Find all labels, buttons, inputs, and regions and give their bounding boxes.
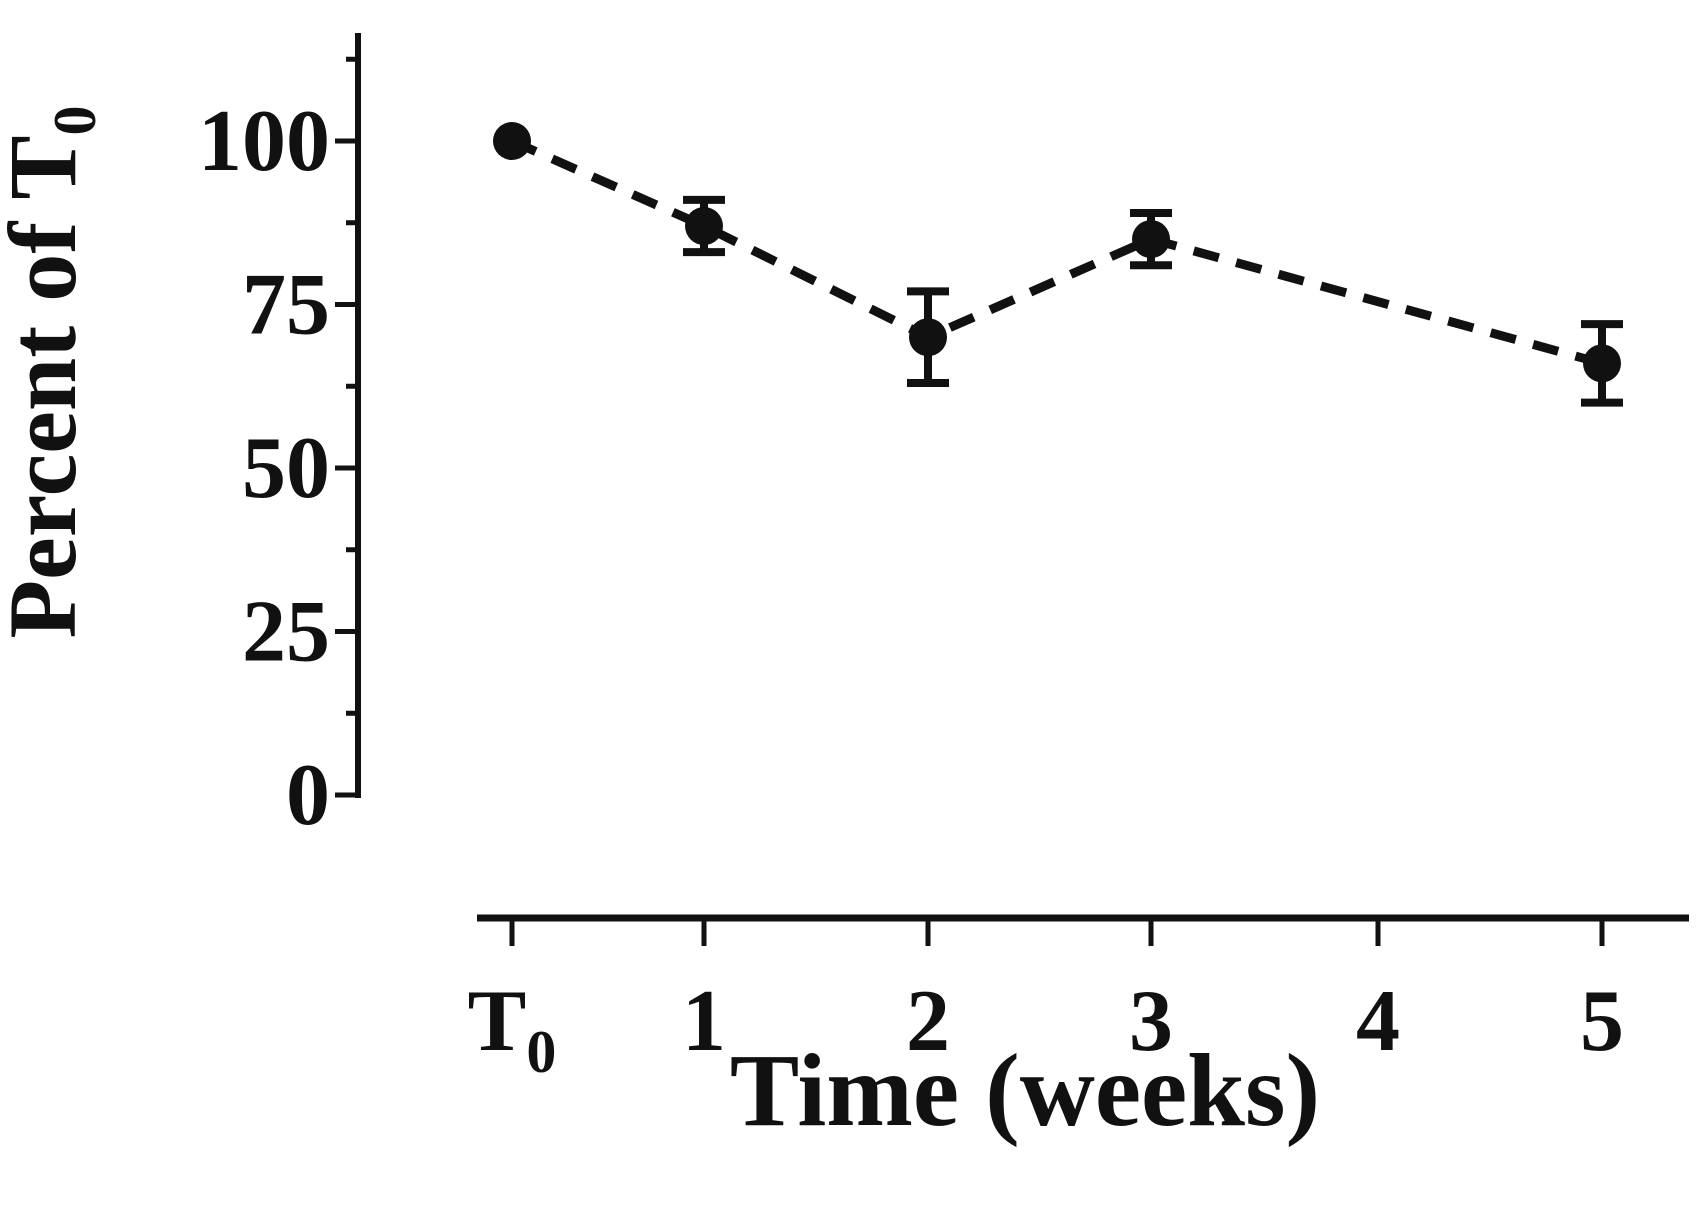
x-tick-label: 2 — [906, 973, 950, 1070]
axes-layer: 0 25 50 75 100 T0 1 2 3 4 5 — [198, 33, 1689, 1085]
y-axis-title: Percent of T0 — [0, 106, 108, 639]
y-tick-label: 50 — [242, 420, 330, 517]
data-point-marker — [1583, 344, 1621, 383]
data-point-marker — [1132, 220, 1170, 259]
data-point-marker — [685, 207, 723, 246]
y-tick-label: 100 — [198, 93, 330, 190]
y-tick-label: 25 — [242, 584, 330, 681]
data-point-marker — [493, 122, 531, 160]
series-dashed-line — [510, 136, 1604, 368]
x-tick-label: 4 — [1356, 973, 1400, 1070]
x-tick-label: 5 — [1580, 973, 1624, 1070]
x-tick-label: 1 — [682, 973, 726, 1070]
y-tick-label: 75 — [242, 257, 330, 354]
y-tick-label: 0 — [286, 747, 330, 844]
x-axis-title: Time (weeks) — [730, 1033, 1320, 1148]
x-tick-label: T0 — [468, 973, 557, 1085]
series-layer — [493, 122, 1623, 407]
x-tick-label: 3 — [1129, 973, 1173, 1070]
data-point-marker — [909, 318, 947, 357]
